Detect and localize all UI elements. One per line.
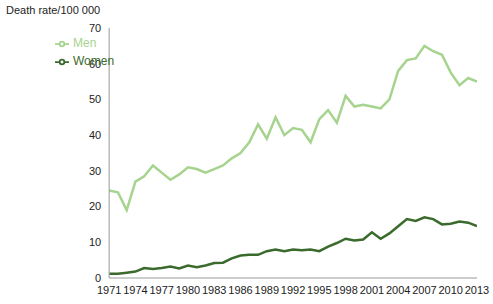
svg-text:2004: 2004 [386,284,410,296]
svg-text:1986: 1986 [228,284,252,296]
svg-text:70: 70 [89,22,101,34]
svg-text:2007: 2007 [412,284,436,296]
svg-text:50: 50 [89,93,101,105]
svg-text:1983: 1983 [202,284,226,296]
svg-text:60: 60 [89,58,101,70]
svg-text:40: 40 [89,129,101,141]
svg-text:1992: 1992 [281,284,305,296]
svg-text:10: 10 [89,236,101,248]
svg-text:1995: 1995 [307,284,331,296]
svg-text:1980: 1980 [176,284,200,296]
svg-text:0: 0 [95,272,101,284]
svg-text:2001: 2001 [360,284,384,296]
svg-text:2010: 2010 [438,284,462,296]
svg-text:1971: 1971 [97,284,121,296]
svg-text:20: 20 [89,200,101,212]
svg-text:1974: 1974 [123,284,147,296]
svg-text:30: 30 [89,165,101,177]
svg-text:2013: 2013 [465,284,485,296]
svg-text:1998: 1998 [333,284,357,296]
svg-text:1977: 1977 [149,284,173,296]
svg-text:1989: 1989 [255,284,279,296]
